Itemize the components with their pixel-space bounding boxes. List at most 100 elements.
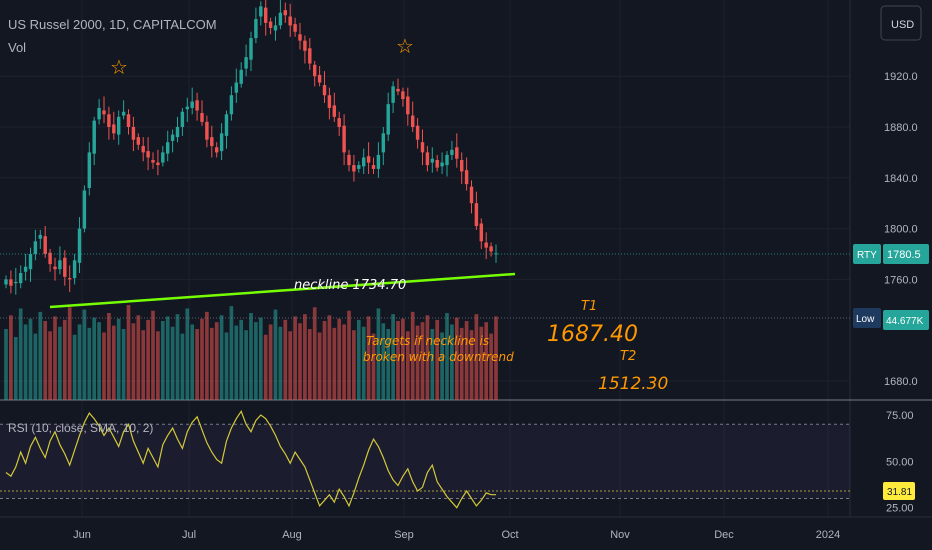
volume-bar: [489, 333, 493, 400]
symbol-badge: [853, 244, 881, 264]
volume-bar: [391, 314, 395, 400]
volume-tag-label: Low: [856, 314, 875, 325]
volume-bar: [214, 322, 219, 400]
candle-body: [450, 149, 454, 155]
star-left-shoulder-icon: ☆: [110, 57, 128, 79]
time-tick-label: Sep: [394, 529, 414, 541]
candle-body: [293, 24, 297, 32]
currency-button[interactable]: [880, 5, 922, 41]
candle-body: [312, 64, 317, 77]
volume-bar: [234, 325, 239, 400]
volume-bar: [405, 331, 410, 400]
volume-bar: [440, 332, 444, 400]
volume-bar: [77, 324, 82, 400]
volume-bar: [494, 316, 498, 400]
time-tick-label: Aug: [282, 529, 302, 541]
candle-body: [337, 118, 341, 127]
candle-body: [484, 242, 488, 248]
volume-bar: [141, 330, 146, 400]
candle-body: [14, 281, 18, 284]
volume-bar: [254, 322, 258, 400]
price-tick-label: 1680.0: [884, 376, 918, 388]
rsi-band-fill: [0, 424, 850, 499]
time-tick-label: Jun: [73, 529, 91, 541]
volume-bar: [249, 313, 253, 400]
rsi-tick-label: 25.00: [886, 503, 914, 515]
volume-value-badge: [883, 310, 929, 330]
volume-bar: [9, 315, 13, 400]
volume-bar: [58, 326, 62, 400]
volume-bar: [435, 319, 440, 400]
price-axis-ticks: 1920.0 1880.0 1840.0 1800.0 1760.0 1680.0: [884, 71, 918, 388]
volume-bar: [23, 324, 28, 400]
candle-body: [376, 154, 381, 169]
volume-bar: [48, 331, 52, 400]
volume-bar: [28, 318, 33, 400]
candle-body: [112, 124, 116, 134]
volume-title[interactable]: Vol: [8, 40, 26, 55]
candle-body: [445, 154, 449, 166]
volume-bar: [361, 326, 366, 400]
candle-body: [116, 116, 121, 135]
neckline-trendline[interactable]: [49, 272, 516, 309]
candle-body: [273, 25, 278, 31]
candle-body: [190, 101, 194, 108]
candle-body: [474, 203, 479, 227]
candle-body: [151, 160, 155, 163]
volume-bar: [146, 319, 150, 400]
volume-bar: [268, 324, 273, 400]
candle-body: [396, 88, 400, 92]
volume-bar: [136, 315, 141, 400]
candle-body: [33, 241, 38, 254]
volume-bar: [170, 326, 175, 400]
candle-body: [214, 147, 219, 153]
symbol-title[interactable]: US Russel 2000, 1D, CAPITALCOM: [8, 17, 217, 32]
candle-body: [97, 107, 101, 120]
rsi-tick-label: 50.00: [886, 456, 914, 468]
volume-bar: [102, 332, 106, 400]
volume-bar: [62, 319, 67, 400]
volume-bar: [126, 305, 131, 400]
volume-bar: [209, 327, 214, 400]
volume-bar: [347, 310, 351, 400]
candle-body: [107, 114, 111, 127]
volume-bar: [425, 315, 430, 400]
candle-body: [406, 96, 410, 115]
candle-body: [352, 165, 356, 172]
volume-bar: [420, 322, 425, 400]
candle-body: [38, 234, 43, 239]
volume-bar: [92, 317, 97, 400]
volume-bar: [131, 323, 136, 400]
candle-body: [77, 228, 82, 263]
volume-bar: [454, 317, 459, 400]
candle-body: [283, 10, 288, 16]
volume-bar: [474, 314, 479, 400]
volume-bar: [33, 333, 38, 400]
candle-body: [48, 252, 52, 265]
candle-body: [464, 170, 469, 185]
currency-button-label: USD: [891, 19, 914, 31]
volume-bar: [386, 329, 391, 400]
targets-text-line2: broken with a downtrend: [363, 350, 514, 364]
time-tick-label: 2024: [816, 529, 840, 541]
candle-body: [268, 21, 273, 28]
candle-body: [303, 40, 307, 51]
candle-body: [210, 137, 214, 147]
volume-bar: [185, 308, 190, 400]
candle-body: [410, 115, 415, 127]
volume-bar: [303, 314, 307, 400]
candle-body: [219, 133, 224, 152]
t2-label: T2: [620, 349, 636, 364]
price-tick-label: 1800.0: [884, 224, 918, 236]
volume-bar: [278, 326, 283, 400]
candle-body: [180, 111, 185, 127]
candle-body: [244, 57, 248, 69]
symbol-badge-label: RTY: [857, 250, 877, 261]
candle-body: [391, 86, 395, 103]
t2-value: 1512.30: [598, 374, 668, 394]
rsi-title[interactable]: RSI (10, close, SMA, 10, 2): [8, 421, 153, 435]
candle-body: [53, 266, 57, 270]
rsi-tick-label: 75.00: [886, 410, 914, 422]
